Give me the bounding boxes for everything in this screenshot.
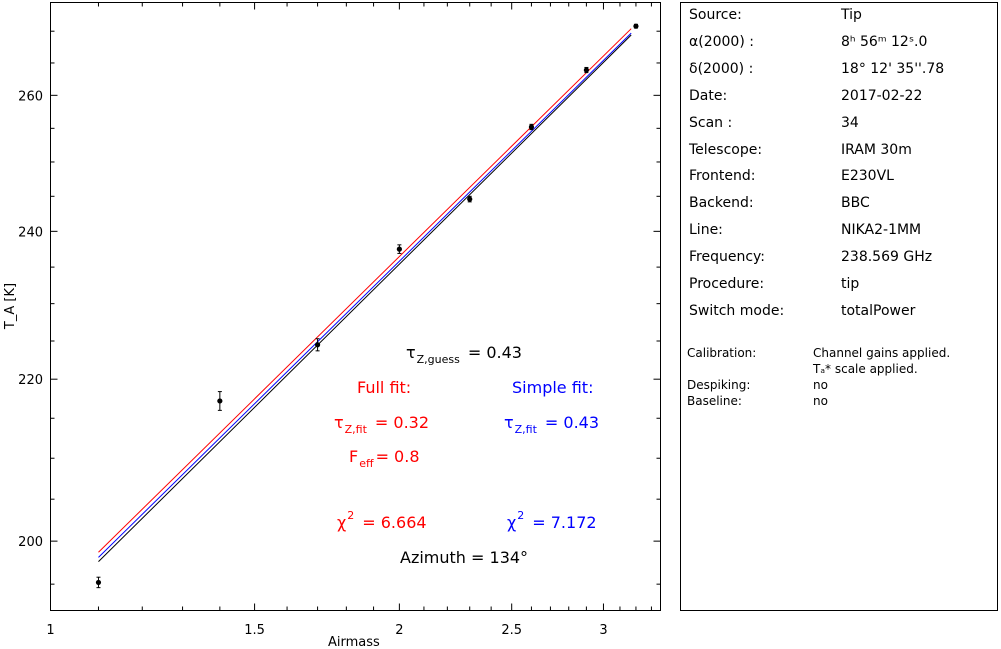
y-tick-label: 260	[18, 89, 43, 104]
x-tick-label: 2	[395, 623, 403, 638]
data-point	[467, 196, 473, 202]
tau-sub: Z,guess	[416, 353, 460, 366]
tau-symbol: τ	[406, 343, 416, 362]
tau-symbol: τ	[504, 413, 514, 432]
info-value: 18° 12' 35''.78	[841, 60, 945, 77]
simple-chi2-value: = 7.172	[532, 513, 597, 532]
calib-value: no	[813, 394, 828, 408]
info-key: δ(2000) :	[689, 60, 754, 77]
info-key: Source:	[689, 7, 742, 23]
info-value: 2017-02-22	[841, 87, 923, 104]
chi-symbol: χ	[337, 513, 347, 532]
tau-guess-label: τZ,guess = 0.43	[406, 343, 522, 366]
info-key: Procedure:	[689, 276, 765, 292]
simple-tau-value: = 0.43	[544, 413, 600, 432]
info-value: 238.569 GHz	[841, 249, 933, 266]
feff-symbol: F	[349, 447, 359, 466]
tau-symbol: τ	[334, 413, 344, 432]
info-value: 34	[841, 114, 859, 131]
y-tick-label: 200	[18, 535, 43, 550]
data-point	[396, 246, 402, 252]
info-value: 8ʰ 56ᵐ 12ˢ.0	[841, 33, 928, 50]
info-key: Telescope:	[689, 141, 763, 158]
tau-sub: Z,fit	[514, 423, 537, 436]
calib-value: Tₐ* scale applied.	[813, 362, 918, 376]
chi-sup: 2	[347, 509, 355, 522]
fit-line	[98, 32, 632, 558]
chi-symbol: χ	[507, 513, 517, 532]
info-key: α(2000) :	[689, 33, 754, 50]
x-tick-label: 3	[599, 623, 607, 638]
simple-fit-tau: τZ,fit = 0.43	[504, 413, 600, 436]
info-key: Scan :	[689, 114, 733, 131]
full-tau-value: = 0.32	[374, 413, 430, 432]
info-value: E230VL	[841, 168, 894, 185]
x-tick-label: 1.5	[244, 623, 265, 638]
chi-sup: 2	[517, 509, 525, 522]
tau-sub: Z,fit	[344, 423, 367, 436]
data-point	[583, 67, 589, 73]
y-axis-label: T_A [K]	[3, 283, 18, 330]
info-panel: Source: Tip α(2000) : 8ʰ 56ᵐ 12ˢ.0 δ(2000) :…	[680, 2, 998, 611]
info-value: NIKA2-1MM	[841, 222, 922, 239]
info-value: BBC	[841, 195, 870, 212]
simple-fit-chi2: χ2 = 7.172	[507, 509, 597, 533]
info-key: Switch mode:	[689, 302, 785, 319]
data-point	[633, 23, 639, 29]
info-key: Date:	[689, 87, 728, 104]
data-point	[528, 124, 535, 130]
fit-line	[98, 34, 632, 563]
full-fit-title: Full fit:	[357, 378, 412, 397]
data-point	[314, 342, 321, 348]
calib-value: Channel gains applied.	[813, 346, 951, 360]
info-value: IRAM 30m	[841, 141, 912, 158]
calib-value: no	[813, 378, 828, 392]
info-value: Tip	[841, 7, 862, 23]
info-key: Frequency:	[689, 249, 766, 266]
simple-fit-title: Simple fit:	[512, 378, 594, 397]
data-point	[95, 579, 102, 586]
full-fit-chi2: χ2 = 6.664	[337, 509, 427, 533]
calib-key: Calibration:	[687, 346, 757, 360]
tau-guess-value: = 0.43	[467, 343, 522, 362]
x-tick-label: 2.5	[501, 623, 522, 638]
info-key: Line:	[689, 222, 723, 239]
y-tick-label: 240	[18, 225, 43, 240]
azimuth-label: Azimuth = 134°	[400, 548, 529, 567]
info-value: tip	[841, 276, 860, 292]
tip-chart: 1 1.5 2 2.5 3 200 220 240 260 Airmass T_A [K]	[3, 2, 661, 649]
info-value: totalPower	[841, 302, 916, 319]
y-tick-label: 220	[18, 373, 43, 388]
fit-line	[98, 28, 632, 553]
feff-sub: eff	[359, 457, 374, 470]
feff-value: = 0.8	[375, 447, 420, 466]
x-tick-label: 1	[46, 623, 54, 638]
calib-key: Baseline:	[687, 394, 742, 408]
info-key: Frontend:	[689, 168, 756, 185]
info-key: Backend:	[689, 195, 754, 212]
full-fit-tau: τZ,fit = 0.32	[334, 413, 430, 436]
x-axis-label: Airmass	[328, 635, 380, 649]
full-fit-feff: Feff = 0.8	[349, 447, 420, 470]
calib-key: Despiking:	[687, 378, 751, 392]
data-point	[217, 398, 223, 404]
full-chi2-value: = 6.664	[362, 513, 427, 532]
plot-frame	[50, 2, 661, 611]
